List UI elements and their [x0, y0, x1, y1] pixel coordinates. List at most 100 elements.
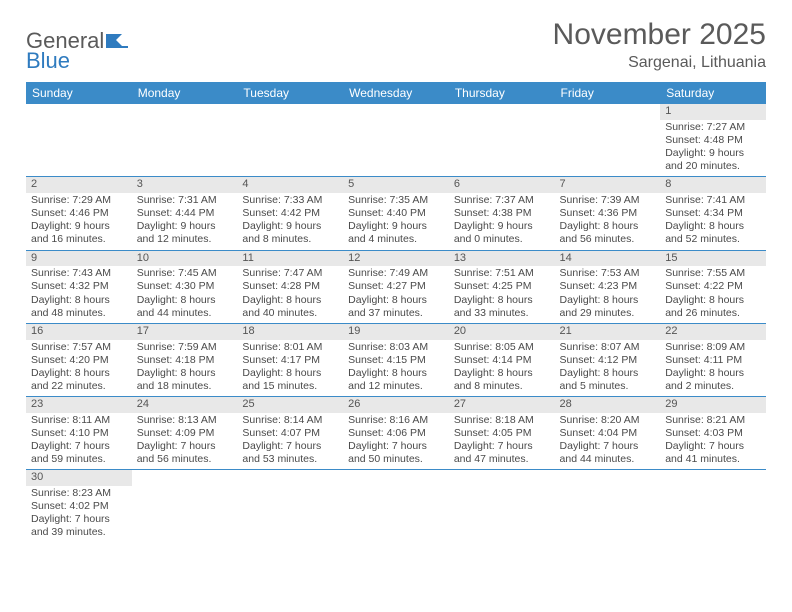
- sunset-text: Sunset: 4:38 PM: [454, 207, 550, 220]
- sunrise-text: Sunrise: 8:03 AM: [348, 341, 444, 354]
- day-body: Sunrise: 7:49 AMSunset: 4:27 PMDaylight:…: [343, 266, 449, 323]
- sunrise-text: Sunrise: 8:07 AM: [560, 341, 656, 354]
- calendar-cell: 1Sunrise: 7:27 AMSunset: 4:48 PMDaylight…: [660, 104, 766, 177]
- daylight-text: Daylight: 7 hours and 56 minutes.: [137, 440, 233, 466]
- day-number: 2: [26, 177, 132, 193]
- sunset-text: Sunset: 4:18 PM: [137, 354, 233, 367]
- daylight-text: Daylight: 8 hours and 52 minutes.: [665, 220, 761, 246]
- sunset-text: Sunset: 4:17 PM: [242, 354, 338, 367]
- sunset-text: Sunset: 4:03 PM: [665, 427, 761, 440]
- daylight-text: Daylight: 7 hours and 53 minutes.: [242, 440, 338, 466]
- day-body: Sunrise: 8:16 AMSunset: 4:06 PMDaylight:…: [343, 413, 449, 470]
- day-body: Sunrise: 7:31 AMSunset: 4:44 PMDaylight:…: [132, 193, 238, 250]
- sunset-text: Sunset: 4:36 PM: [560, 207, 656, 220]
- calendar-cell: 15Sunrise: 7:55 AMSunset: 4:22 PMDayligh…: [660, 250, 766, 323]
- sunset-text: Sunset: 4:10 PM: [31, 427, 127, 440]
- day-number: 7: [555, 177, 661, 193]
- sunset-text: Sunset: 4:12 PM: [560, 354, 656, 367]
- daylight-text: Daylight: 8 hours and 56 minutes.: [560, 220, 656, 246]
- sunrise-text: Sunrise: 7:27 AM: [665, 121, 761, 134]
- day-body: Sunrise: 7:27 AMSunset: 4:48 PMDaylight:…: [660, 120, 766, 177]
- sunrise-text: Sunrise: 8:18 AM: [454, 414, 550, 427]
- day-number: 18: [237, 324, 343, 340]
- calendar-row: 1Sunrise: 7:27 AMSunset: 4:48 PMDaylight…: [26, 104, 766, 177]
- weekday-header: Monday: [132, 82, 238, 104]
- sunset-text: Sunset: 4:44 PM: [137, 207, 233, 220]
- daylight-text: Daylight: 7 hours and 47 minutes.: [454, 440, 550, 466]
- sunrise-text: Sunrise: 7:39 AM: [560, 194, 656, 207]
- sunset-text: Sunset: 4:14 PM: [454, 354, 550, 367]
- day-number: 5: [343, 177, 449, 193]
- calendar-cell-empty: [343, 470, 449, 543]
- calendar-cell: 19Sunrise: 8:03 AMSunset: 4:15 PMDayligh…: [343, 323, 449, 396]
- day-number: 13: [449, 251, 555, 267]
- sunset-text: Sunset: 4:06 PM: [348, 427, 444, 440]
- day-body: Sunrise: 8:18 AMSunset: 4:05 PMDaylight:…: [449, 413, 555, 470]
- calendar-cell: 5Sunrise: 7:35 AMSunset: 4:40 PMDaylight…: [343, 177, 449, 250]
- day-number: 30: [26, 470, 132, 486]
- calendar-cell-empty: [132, 470, 238, 543]
- day-number: 9: [26, 251, 132, 267]
- day-body: Sunrise: 8:09 AMSunset: 4:11 PMDaylight:…: [660, 340, 766, 397]
- sunset-text: Sunset: 4:04 PM: [560, 427, 656, 440]
- day-body: Sunrise: 8:21 AMSunset: 4:03 PMDaylight:…: [660, 413, 766, 470]
- day-body: Sunrise: 7:43 AMSunset: 4:32 PMDaylight:…: [26, 266, 132, 323]
- day-body: Sunrise: 8:23 AMSunset: 4:02 PMDaylight:…: [26, 486, 132, 543]
- calendar-cell: 4Sunrise: 7:33 AMSunset: 4:42 PMDaylight…: [237, 177, 343, 250]
- weekday-header: Saturday: [660, 82, 766, 104]
- calendar-cell: 6Sunrise: 7:37 AMSunset: 4:38 PMDaylight…: [449, 177, 555, 250]
- weekday-header: Sunday: [26, 82, 132, 104]
- day-body: Sunrise: 8:13 AMSunset: 4:09 PMDaylight:…: [132, 413, 238, 470]
- calendar-cell: 8Sunrise: 7:41 AMSunset: 4:34 PMDaylight…: [660, 177, 766, 250]
- logo-blue-wrap: Blue: [26, 48, 70, 74]
- sunrise-text: Sunrise: 7:45 AM: [137, 267, 233, 280]
- location: Sargenai, Lithuania: [553, 54, 766, 72]
- day-body: Sunrise: 7:57 AMSunset: 4:20 PMDaylight:…: [26, 340, 132, 397]
- daylight-text: Daylight: 8 hours and 12 minutes.: [348, 367, 444, 393]
- calendar-table: SundayMondayTuesdayWednesdayThursdayFrid…: [26, 82, 766, 543]
- calendar-cell: 16Sunrise: 7:57 AMSunset: 4:20 PMDayligh…: [26, 323, 132, 396]
- sunrise-text: Sunrise: 8:20 AM: [560, 414, 656, 427]
- daylight-text: Daylight: 8 hours and 26 minutes.: [665, 294, 761, 320]
- title-block: November 2025 Sargenai, Lithuania: [553, 18, 766, 72]
- daylight-text: Daylight: 7 hours and 50 minutes.: [348, 440, 444, 466]
- sunset-text: Sunset: 4:34 PM: [665, 207, 761, 220]
- day-body: Sunrise: 8:14 AMSunset: 4:07 PMDaylight:…: [237, 413, 343, 470]
- daylight-text: Daylight: 8 hours and 40 minutes.: [242, 294, 338, 320]
- calendar-cell: 28Sunrise: 8:20 AMSunset: 4:04 PMDayligh…: [555, 397, 661, 470]
- weekday-header: Friday: [555, 82, 661, 104]
- day-number: 12: [343, 251, 449, 267]
- flag-icon: [106, 28, 128, 54]
- sunset-text: Sunset: 4:22 PM: [665, 280, 761, 293]
- daylight-text: Daylight: 8 hours and 5 minutes.: [560, 367, 656, 393]
- sunrise-text: Sunrise: 7:29 AM: [31, 194, 127, 207]
- logo-text-blue: Blue: [26, 48, 70, 73]
- day-number: 27: [449, 397, 555, 413]
- calendar-row: 2Sunrise: 7:29 AMSunset: 4:46 PMDaylight…: [26, 177, 766, 250]
- calendar-cell: 29Sunrise: 8:21 AMSunset: 4:03 PMDayligh…: [660, 397, 766, 470]
- sunrise-text: Sunrise: 8:21 AM: [665, 414, 761, 427]
- calendar-cell: 3Sunrise: 7:31 AMSunset: 4:44 PMDaylight…: [132, 177, 238, 250]
- sunset-text: Sunset: 4:40 PM: [348, 207, 444, 220]
- daylight-text: Daylight: 7 hours and 39 minutes.: [31, 513, 127, 539]
- calendar-cell: 9Sunrise: 7:43 AMSunset: 4:32 PMDaylight…: [26, 250, 132, 323]
- sunrise-text: Sunrise: 7:35 AM: [348, 194, 444, 207]
- day-number: 3: [132, 177, 238, 193]
- sunrise-text: Sunrise: 8:09 AM: [665, 341, 761, 354]
- day-number: 22: [660, 324, 766, 340]
- calendar-cell-empty: [449, 470, 555, 543]
- calendar-cell: 25Sunrise: 8:14 AMSunset: 4:07 PMDayligh…: [237, 397, 343, 470]
- sunrise-text: Sunrise: 8:23 AM: [31, 487, 127, 500]
- calendar-cell-empty: [555, 104, 661, 177]
- day-body: Sunrise: 7:45 AMSunset: 4:30 PMDaylight:…: [132, 266, 238, 323]
- calendar-cell: 12Sunrise: 7:49 AMSunset: 4:27 PMDayligh…: [343, 250, 449, 323]
- daylight-text: Daylight: 8 hours and 15 minutes.: [242, 367, 338, 393]
- calendar-row: 16Sunrise: 7:57 AMSunset: 4:20 PMDayligh…: [26, 323, 766, 396]
- day-number: 26: [343, 397, 449, 413]
- calendar-cell-empty: [237, 104, 343, 177]
- day-number: 20: [449, 324, 555, 340]
- calendar-cell: 10Sunrise: 7:45 AMSunset: 4:30 PMDayligh…: [132, 250, 238, 323]
- calendar-cell: 27Sunrise: 8:18 AMSunset: 4:05 PMDayligh…: [449, 397, 555, 470]
- daylight-text: Daylight: 7 hours and 44 minutes.: [560, 440, 656, 466]
- calendar-cell: 20Sunrise: 8:05 AMSunset: 4:14 PMDayligh…: [449, 323, 555, 396]
